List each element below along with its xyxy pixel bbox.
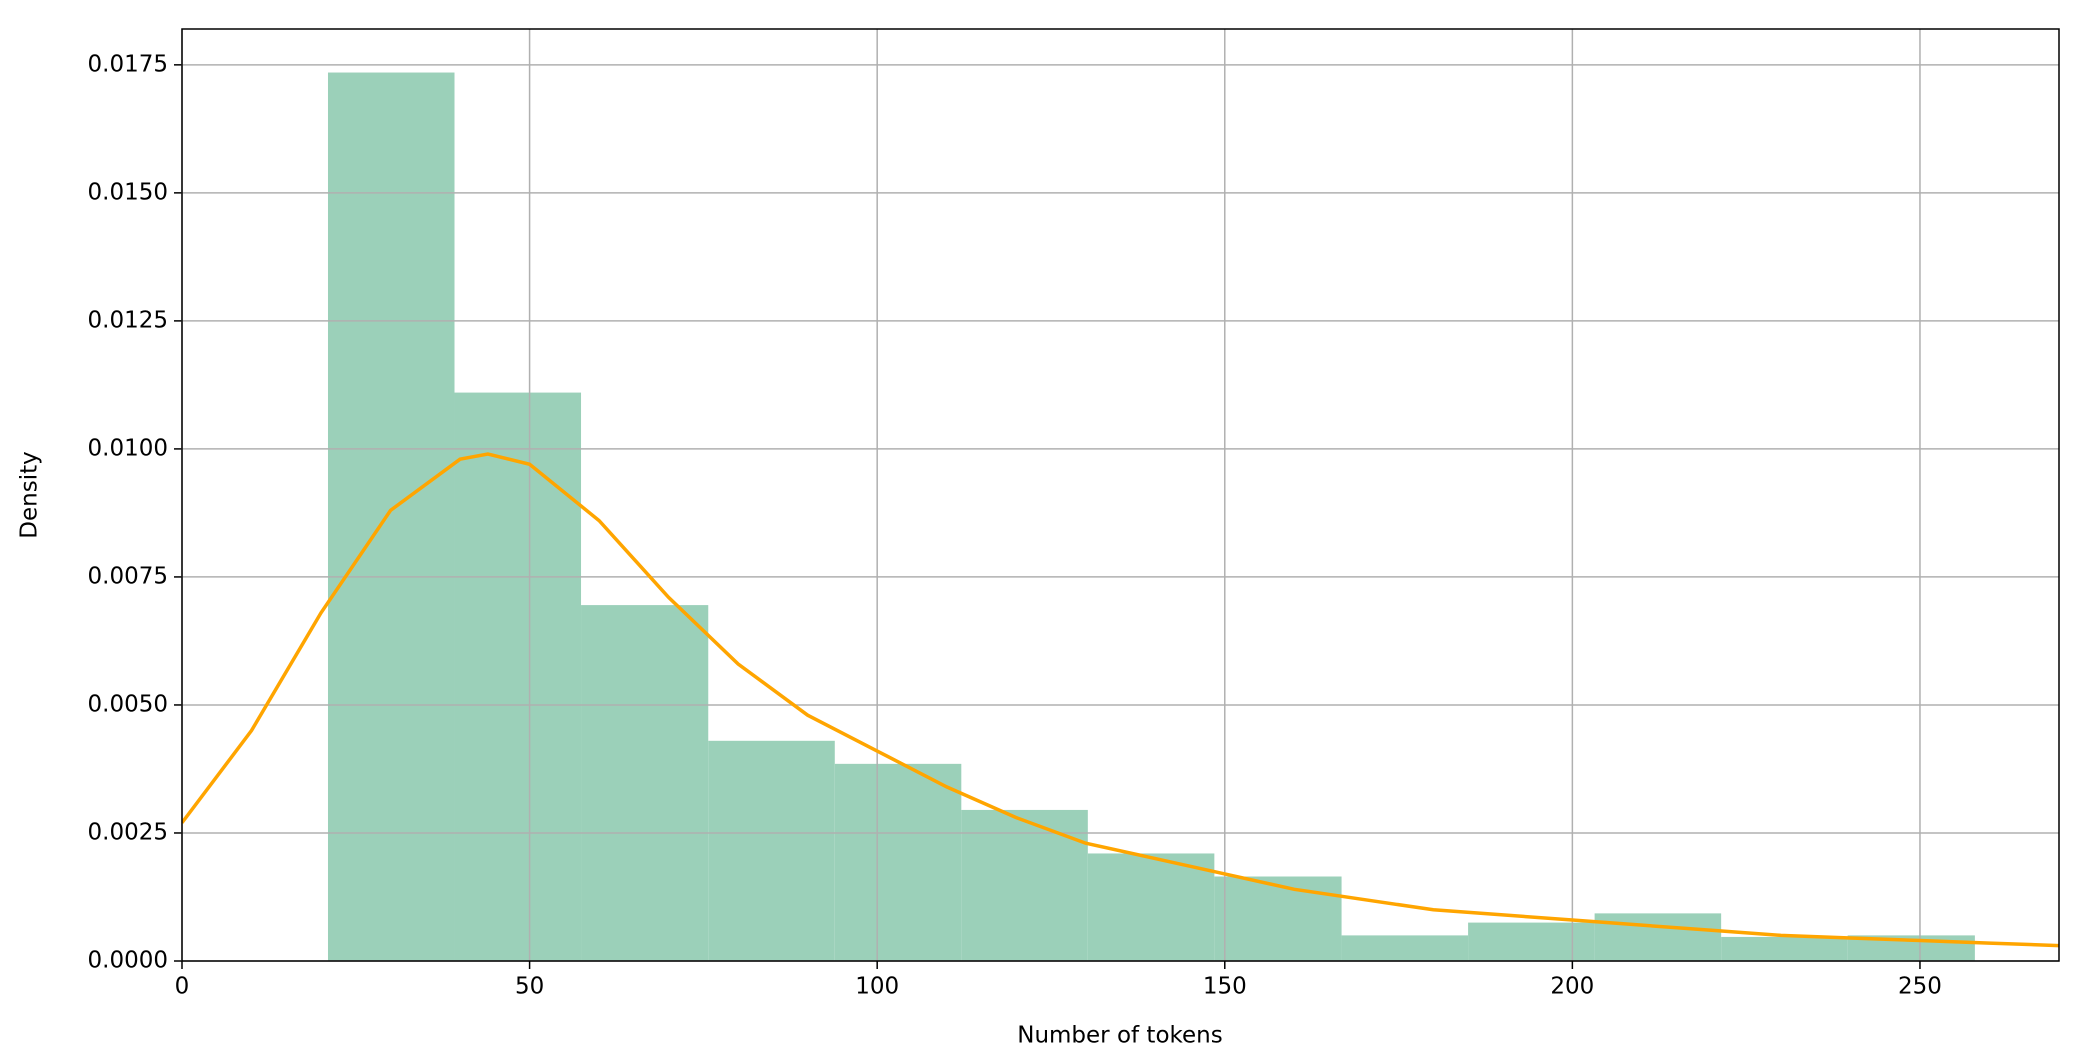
bar bbox=[1721, 936, 1848, 961]
bar bbox=[834, 763, 962, 961]
y-tick-label: 0.0000 bbox=[88, 948, 168, 974]
y-tick-label: 0.0125 bbox=[88, 307, 168, 333]
x-tick-label: 200 bbox=[1550, 974, 1594, 1000]
x-tick-label: 0 bbox=[175, 974, 190, 1000]
bar bbox=[1214, 876, 1342, 961]
bar bbox=[454, 392, 582, 962]
y-tick-label: 0.0100 bbox=[88, 435, 168, 461]
y-tick-label: 0.0050 bbox=[88, 691, 168, 717]
x-tick-label: 100 bbox=[855, 974, 899, 1000]
y-tick-label: 0.0025 bbox=[88, 819, 168, 845]
bar bbox=[708, 740, 835, 961]
x-tick-label: 150 bbox=[1203, 974, 1247, 1000]
y-axis-label: Density bbox=[17, 451, 43, 538]
bar bbox=[1468, 922, 1595, 961]
plot-frame bbox=[181, 28, 2060, 962]
bar bbox=[581, 605, 709, 961]
x-tick-label: 250 bbox=[1898, 974, 1942, 1000]
y-tick-label: 0.0150 bbox=[88, 179, 168, 205]
y-tick-label: 0.0175 bbox=[88, 51, 168, 77]
bar bbox=[1087, 853, 1215, 961]
bar bbox=[1341, 935, 1469, 961]
y-tick-label: 0.0075 bbox=[88, 563, 168, 589]
bar bbox=[1594, 913, 1722, 961]
x-axis-label: Number of tokens bbox=[1017, 1023, 1222, 1049]
density-line bbox=[182, 452, 2059, 948]
bar bbox=[327, 72, 455, 962]
x-tick-label: 50 bbox=[515, 974, 544, 1000]
